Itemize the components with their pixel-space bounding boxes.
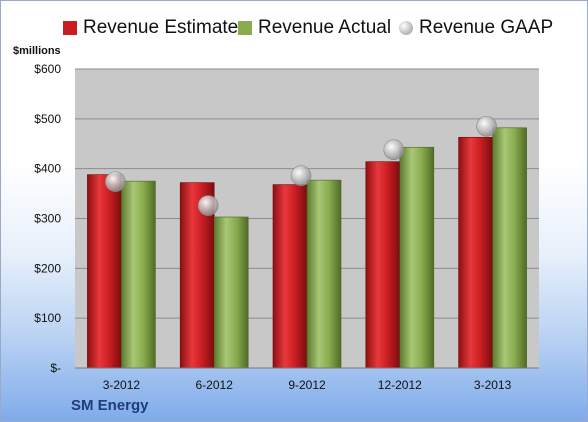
bar-revenue-actual	[121, 180, 156, 369]
bar-revenue-actual	[492, 127, 527, 369]
x-tick-label: 9-2012	[288, 378, 326, 392]
bar-revenue-estimate	[87, 174, 122, 369]
marker-revenue-gaap	[105, 171, 126, 192]
legend: Revenue Estimate Revenue Actual Revenue …	[1, 15, 587, 41]
marker-revenue-gaap	[290, 165, 312, 186]
y-tick-label: $500	[34, 112, 61, 126]
marker-revenue-gaap	[476, 116, 497, 137]
bar-revenue-actual	[213, 216, 249, 369]
y-tick-label: $300	[34, 212, 61, 226]
y-tick-label: $600	[34, 62, 61, 76]
legend-item-revenue-actual: Revenue Actual	[238, 15, 391, 41]
company-label: SM Energy	[71, 397, 149, 414]
legend-label-gaap: Revenue GAAP	[419, 17, 554, 38]
marker-revenue-gaap	[197, 195, 219, 216]
bar-revenue-estimate	[458, 136, 493, 369]
marker-revenue-gaap	[383, 139, 405, 161]
x-tick-label: 3-2013	[474, 378, 512, 392]
y-tick-label: $100	[34, 311, 61, 325]
y-tick-label: $-	[50, 361, 61, 375]
y-tick-label: $200	[34, 261, 61, 275]
legend-swatch-gaap	[399, 21, 413, 35]
legend-label-actual: Revenue Actual	[258, 17, 392, 38]
legend-swatch-actual	[238, 21, 252, 35]
legend-item-revenue-gaap: Revenue GAAP	[399, 15, 553, 41]
y-tick-label: $400	[34, 162, 61, 176]
x-tick-label: 6-2012	[196, 378, 234, 392]
legend-swatch-estimate	[63, 21, 77, 35]
bar-revenue-actual	[306, 179, 342, 369]
bar-revenue-actual	[399, 146, 435, 369]
x-tick-label: 3-2012	[103, 378, 141, 392]
bar-revenue-estimate	[272, 184, 308, 369]
bar-revenue-estimate	[365, 161, 401, 369]
x-tick-label: 12-2012	[378, 378, 422, 392]
legend-label-estimate: Revenue Estimate	[83, 17, 239, 38]
y-axis-unit-label: $millions	[13, 45, 61, 57]
legend-item-revenue-estimate: Revenue Estimate	[63, 15, 238, 41]
